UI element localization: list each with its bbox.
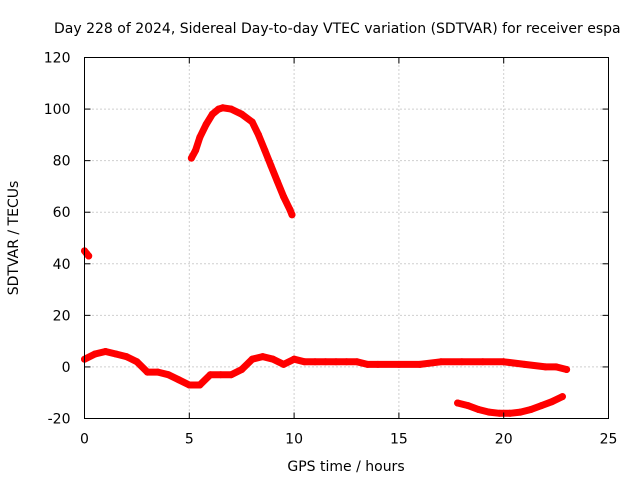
data-point: [202, 121, 210, 128]
data-point: [542, 363, 550, 371]
data-point: [552, 363, 560, 371]
chart-title: Day 228 of 2024, Sidereal Day-to-day VTE…: [54, 21, 621, 37]
data-point: [506, 409, 514, 417]
data-point: [301, 358, 309, 366]
data-point: [280, 360, 288, 368]
data-point: [437, 358, 445, 366]
data-point: [273, 177, 281, 185]
y-tick-label: 120: [44, 51, 71, 67]
data-point: [238, 366, 246, 373]
data-point: [102, 348, 109, 355]
data-point: [475, 406, 482, 413]
x-tick-label: 0: [80, 432, 89, 448]
data-point: [322, 358, 329, 366]
data-point: [548, 398, 556, 406]
y-tick-label: 80: [53, 154, 71, 170]
y-tick-label: 20: [53, 308, 71, 324]
data-point: [217, 371, 225, 379]
data-point: [143, 368, 151, 376]
data-series: [81, 104, 571, 417]
data-point: [395, 360, 403, 368]
y-tick-label: 60: [53, 205, 71, 221]
data-point: [154, 368, 162, 376]
data-point: [267, 162, 275, 170]
data-point: [454, 399, 462, 407]
data-point: [91, 350, 99, 358]
data-point: [187, 154, 195, 162]
data-point: [164, 371, 172, 379]
data-point: [122, 353, 130, 361]
data-point: [353, 358, 361, 366]
y-tick-label: 40: [53, 257, 71, 273]
y-tick-label: 0: [62, 360, 71, 376]
data-point: [288, 211, 296, 219]
data-point: [464, 402, 472, 410]
data-point: [248, 118, 256, 126]
data-point: [261, 146, 269, 154]
data-point: [208, 110, 216, 118]
data-point: [558, 393, 566, 401]
x-tick-label: 5: [185, 432, 194, 448]
data-point: [311, 358, 319, 366]
data-point: [238, 110, 246, 118]
data-point: [290, 355, 298, 363]
data-point: [227, 105, 235, 113]
data-point: [185, 381, 193, 389]
x-tick-label: 10: [285, 432, 303, 448]
y-axis-title: SDTVAR / TECUs: [6, 181, 22, 296]
data-point: [133, 358, 141, 366]
data-point: [248, 355, 256, 363]
data-point: [280, 193, 288, 201]
data-point: [479, 358, 487, 366]
data-point: [374, 360, 382, 368]
data-point: [206, 371, 214, 379]
data-point: [458, 358, 466, 366]
data-point: [500, 358, 508, 366]
data-point: [255, 131, 262, 139]
data-point: [485, 408, 493, 416]
x-tick-label: 15: [390, 432, 408, 448]
data-point: [332, 358, 340, 366]
x-tick-label: 20: [495, 432, 513, 448]
plot-frame: [84, 57, 609, 419]
data-point: [112, 350, 120, 358]
data-point: [219, 104, 227, 112]
data-point: [527, 406, 535, 413]
data-point: [343, 358, 350, 366]
data-point: [192, 146, 200, 154]
x-tick-label: 25: [600, 432, 618, 448]
axis-ticks: 0 5 10 15 20 25 -20 0 20 40 60 80 100 120: [44, 51, 618, 448]
data-point: [521, 360, 529, 368]
data-point: [496, 409, 503, 417]
y-tick-label: -20: [48, 412, 71, 428]
data-point: [517, 408, 524, 416]
data-point: [563, 366, 571, 373]
data-point: [537, 402, 545, 410]
data-point: [416, 360, 424, 368]
data-point: [196, 133, 204, 141]
data-point: [269, 355, 277, 363]
data-point: [364, 360, 371, 368]
data-point: [85, 252, 93, 260]
x-axis-title: GPS time / hours: [287, 459, 404, 475]
data-point: [227, 371, 235, 379]
data-point: [175, 376, 183, 384]
data-point: [259, 353, 267, 361]
data-point: [196, 381, 204, 389]
y-tick-label: 100: [44, 102, 71, 118]
